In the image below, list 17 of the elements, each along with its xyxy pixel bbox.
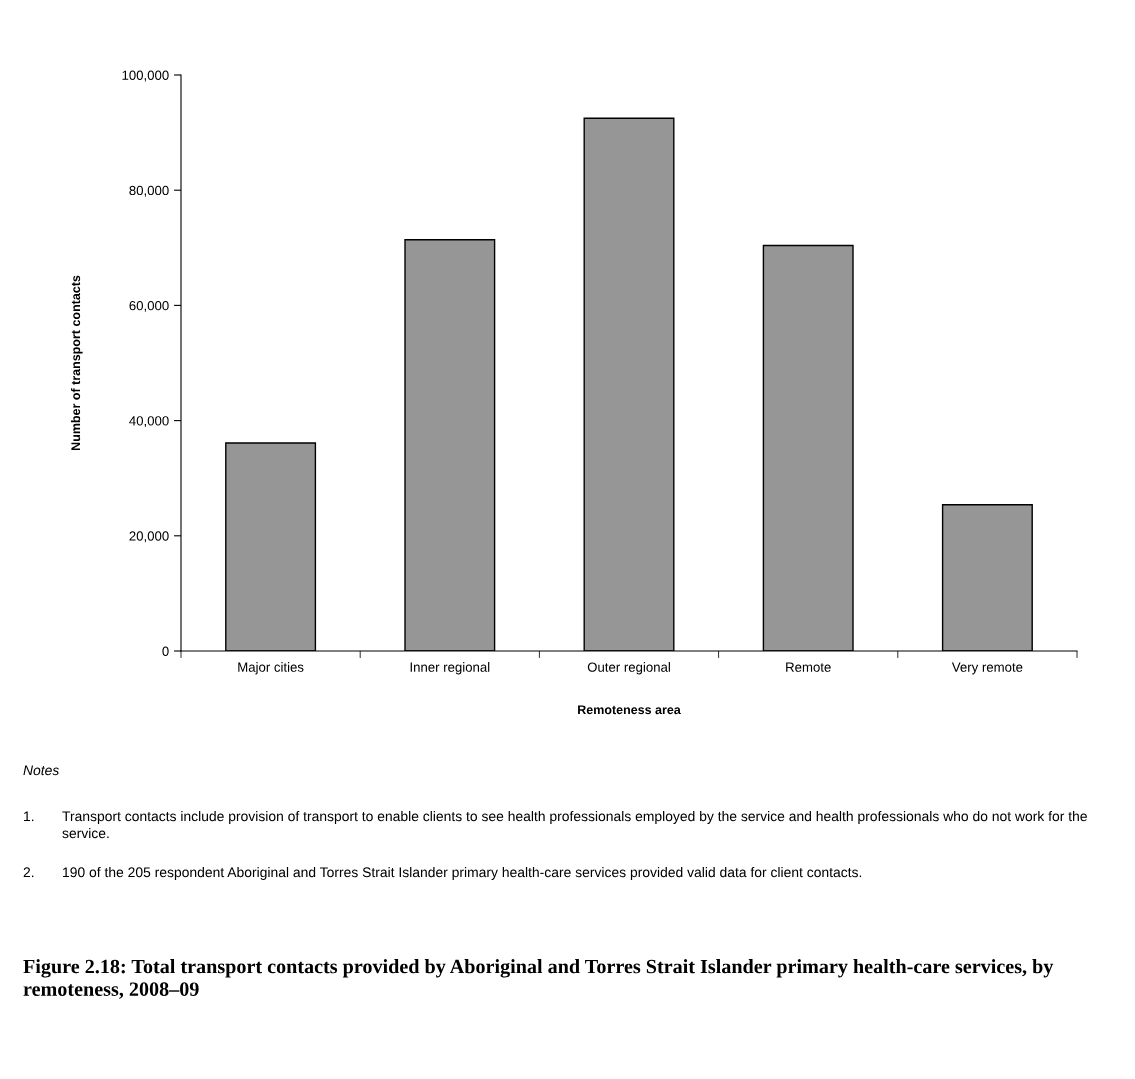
y-tick-label: 100,000 <box>122 70 169 82</box>
x-tick-label: Very remote <box>951 662 1023 675</box>
y-tick-label: 0 <box>162 646 169 656</box>
text: 2. 190 of the 205 respondent Aboriginal and Torres Strait Islander primary health-care services provided valid data for client contacts. <box>23 867 862 880</box>
x-tick-label: Remote <box>786 662 831 672</box>
text: Notes <box>23 765 59 776</box>
text: 1. Transport contacts include provision of transport to enable clients to see health professionals employed by the service and health professionals who do not work for the service. <box>24 811 1087 839</box>
text: Figure 2.18: Total transport contacts provided by Aboriginal and Torres Strait Islander primary health-care services, by remoteness, 2008–09 <box>23 959 1054 999</box>
y-tick-label: 60,000 <box>129 300 169 312</box>
y-axis-title: Number of transport contacts <box>70 275 83 451</box>
x-tick-label: Inner regional <box>410 662 490 675</box>
y-tick-label: 80,000 <box>129 185 169 197</box>
y-tick-label: 20,000 <box>129 531 169 543</box>
y-tick-label: 40,000 <box>129 416 169 428</box>
x-tick-label: Major cities <box>238 662 304 675</box>
x-tick-label: Outer regional <box>587 662 670 675</box>
x-axis-title: Remoteness area <box>578 705 681 715</box>
